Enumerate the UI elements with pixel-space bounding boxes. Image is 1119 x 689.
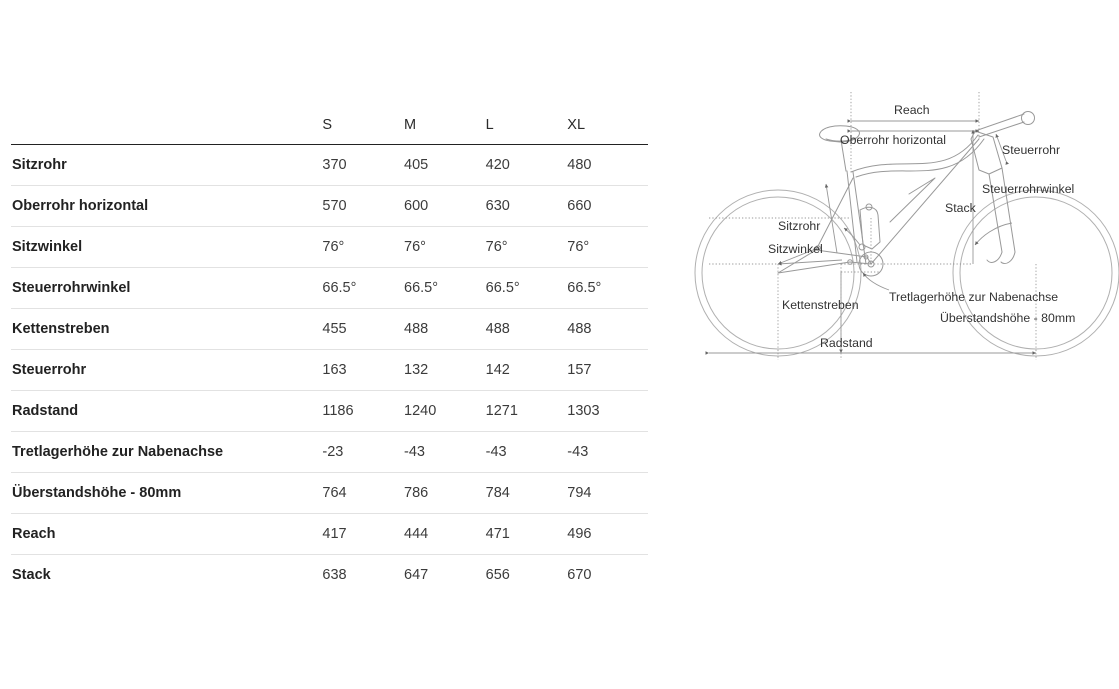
svg-text:Radstand: Radstand	[820, 336, 873, 350]
svg-text:Tretlagerhöhe zur Nabenachse: Tretlagerhöhe zur Nabenachse	[889, 290, 1058, 304]
svg-text:Reach: Reach	[894, 103, 930, 117]
svg-text:Stack: Stack	[945, 201, 977, 215]
svg-text:Steuerrohr: Steuerrohr	[1002, 143, 1060, 157]
svg-text:Steuerrohrwinkel: Steuerrohrwinkel	[982, 182, 1074, 196]
svg-text:Überstandshöhe - 80mm: Überstandshöhe - 80mm	[940, 311, 1075, 325]
svg-text:Sitzrohr: Sitzrohr	[778, 219, 820, 233]
svg-text:Oberrohr horizontal: Oberrohr horizontal	[840, 133, 946, 147]
svg-text:Sitzwinkel: Sitzwinkel	[768, 242, 823, 256]
svg-text:Kettenstreben: Kettenstreben	[782, 298, 859, 312]
